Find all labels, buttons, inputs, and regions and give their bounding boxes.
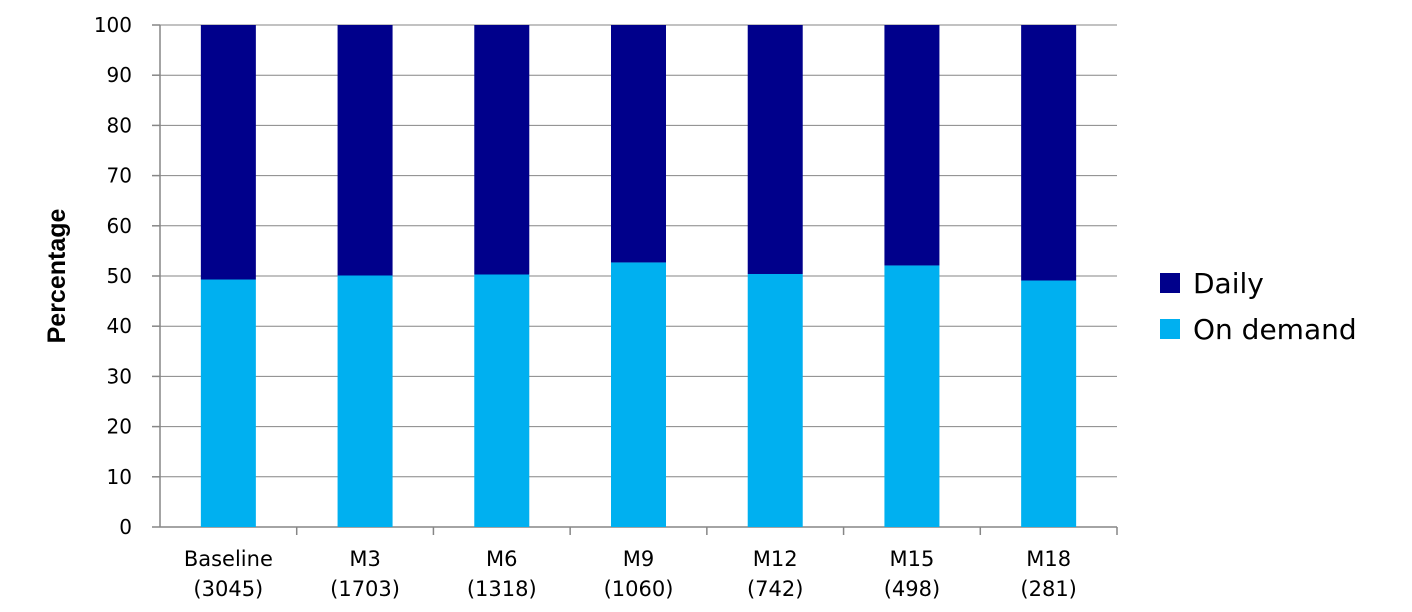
- x-tick-label: (1703): [330, 577, 400, 601]
- y-tick-label: 100: [94, 13, 132, 37]
- x-tick-label: M15: [890, 547, 935, 571]
- bar-on-demand: [474, 274, 530, 527]
- y-tick-label: 40: [107, 314, 132, 338]
- x-tick-label: M3: [349, 547, 380, 571]
- x-tick-label: (1318): [467, 577, 537, 601]
- legend-label: Daily: [1193, 267, 1264, 300]
- bar-daily: [611, 25, 666, 263]
- x-tick-label: (3045): [193, 577, 263, 601]
- bar-daily: [337, 25, 393, 276]
- legend-label: On demand: [1193, 313, 1357, 346]
- x-tick-label: M18: [1026, 547, 1071, 571]
- bar-on-demand: [337, 275, 393, 527]
- y-tick-label: 0: [119, 515, 132, 539]
- x-tick-label: M6: [486, 547, 517, 571]
- bar-daily: [1021, 25, 1077, 281]
- bar-on-demand: [1021, 280, 1077, 527]
- y-tick-label: 30: [107, 364, 132, 388]
- y-tick-label: 70: [107, 164, 132, 188]
- bar-on-demand: [747, 273, 803, 527]
- legend-swatch: [1160, 273, 1180, 293]
- bar-daily: [474, 25, 530, 275]
- bar-daily: [747, 25, 803, 274]
- y-tick-label: 20: [107, 415, 132, 439]
- bar-on-demand: [884, 265, 940, 527]
- x-tick-label: Baseline: [184, 547, 273, 571]
- bar-on-demand: [200, 279, 256, 527]
- y-tick-label: 80: [107, 113, 132, 137]
- bars: [200, 25, 1077, 527]
- bar-daily: [884, 25, 940, 266]
- y-tick-labels: 0 10 20 30 40 50 60 70 80 90 100: [94, 13, 132, 539]
- y-tick-label: 60: [107, 214, 132, 238]
- x-tick-label: (1060): [604, 577, 674, 601]
- legend-swatch: [1160, 319, 1180, 339]
- y-axis-title: Percentage: [43, 209, 71, 344]
- y-tick-label: 10: [107, 465, 132, 489]
- x-tick-label: (742): [747, 577, 803, 601]
- y-tick-label: 50: [107, 264, 132, 288]
- bar-daily: [200, 25, 256, 280]
- y-tick-label: 90: [107, 63, 132, 87]
- legend: Daily On demand: [1160, 267, 1357, 346]
- bar-on-demand: [611, 262, 666, 527]
- x-tick-label: (498): [884, 577, 940, 601]
- x-tick-label: M9: [623, 547, 654, 571]
- x-tick-label: (281): [1020, 577, 1076, 601]
- x-tick-label: M12: [753, 547, 798, 571]
- x-tick-labels: Baseline (3045) M3 (1703) M6 (1318) M9 (1060) M1…: [184, 547, 1077, 601]
